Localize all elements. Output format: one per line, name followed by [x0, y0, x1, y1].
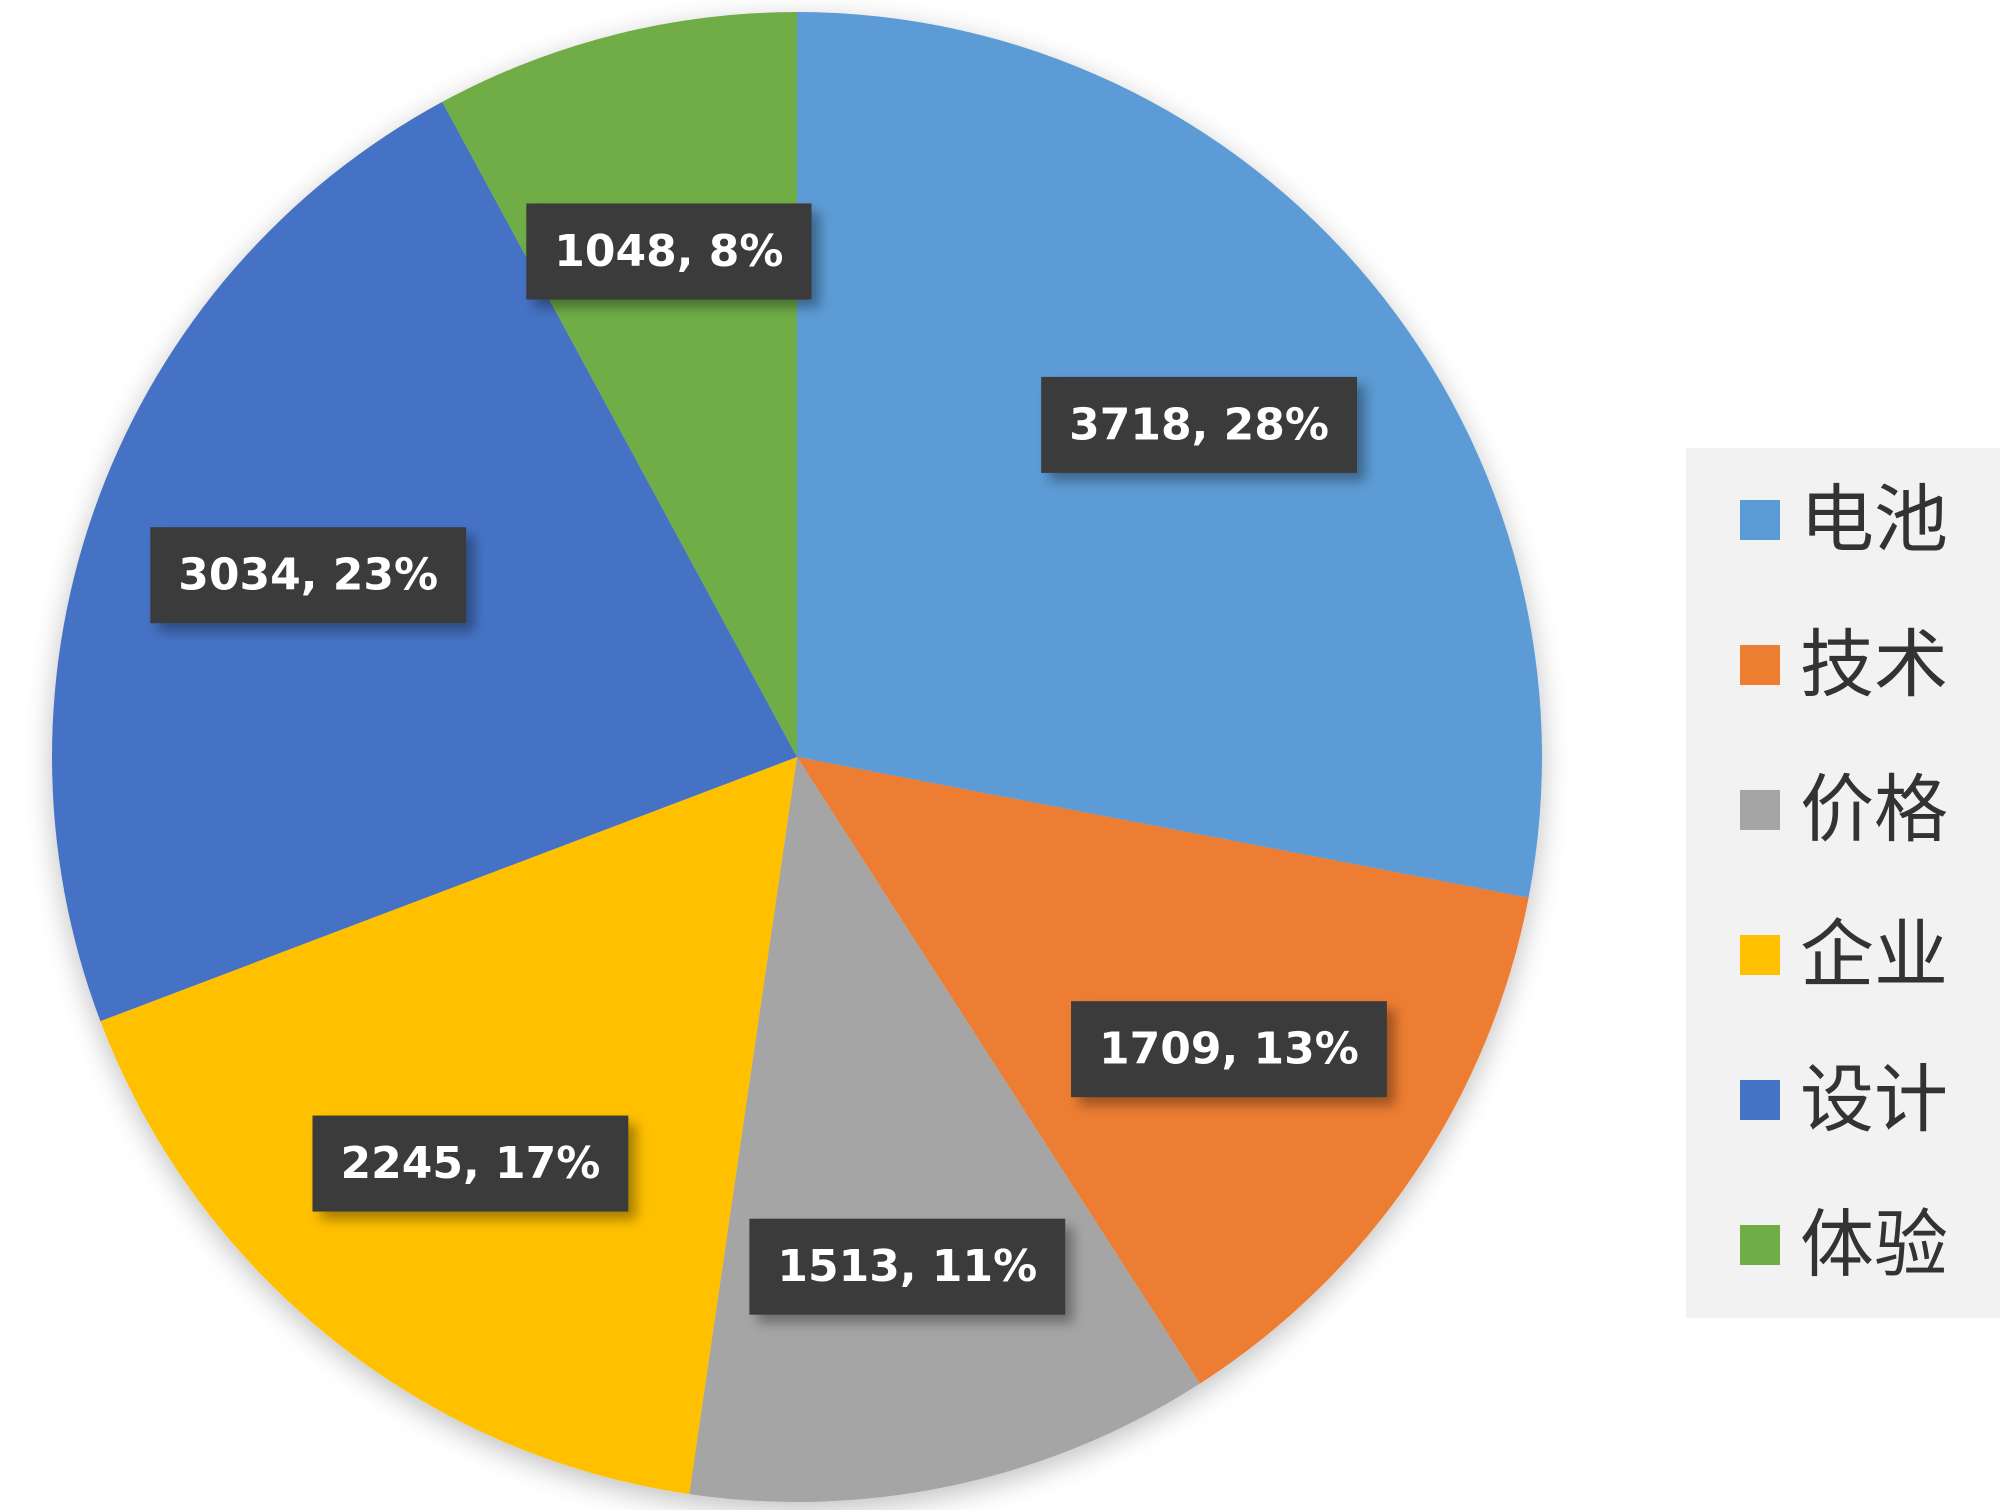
data-label-box: [312, 1115, 629, 1212]
data-label-box: [1041, 376, 1357, 473]
legend-item: 价格: [1740, 767, 1948, 853]
legend-label: 设计: [1800, 1057, 1948, 1143]
legend-item: 设计: [1740, 1057, 1948, 1143]
data-label-text: 3718, 28%: [1069, 399, 1329, 450]
data-label-text: 3034, 23%: [178, 550, 438, 601]
data-label-text: 1048, 8%: [554, 226, 783, 277]
legend-item: 体验: [1740, 1202, 1948, 1288]
legend-background: [1686, 448, 2000, 1318]
data-label: 2245, 17%: [312, 1115, 629, 1212]
legend-label: 价格: [1800, 767, 1948, 853]
legend-item: 企业: [1740, 912, 1948, 998]
data-label-box: [526, 203, 812, 300]
data-label-box: [150, 527, 467, 624]
legend-swatch: [1740, 790, 1780, 830]
legend-label: 电池: [1800, 477, 1948, 563]
data-label: 3718, 28%: [1041, 376, 1357, 473]
legend-swatch: [1740, 1225, 1780, 1265]
data-label: 1048, 8%: [526, 203, 812, 300]
data-label-box: [749, 1218, 1066, 1315]
legend-label: 技术: [1800, 622, 1948, 708]
data-label-text: 2245, 17%: [340, 1138, 600, 1189]
data-label: 1513, 11%: [749, 1218, 1066, 1315]
data-label-box: [1071, 1001, 1387, 1098]
data-label-text: 1513, 11%: [777, 1241, 1037, 1292]
data-label: 3034, 23%: [150, 527, 467, 624]
legend-label: 企业: [1800, 912, 1948, 998]
legend-item: 电池: [1740, 477, 1948, 563]
legend-swatch: [1740, 500, 1780, 540]
legend-item: 技术: [1740, 622, 1948, 708]
legend-label: 体验: [1800, 1202, 1948, 1288]
data-labels: 3718, 28% 1709, 13% 1513, 11% 2245, 17% 3034…: [150, 203, 1387, 1315]
pie-slice: [442, 12, 797, 757]
pie-slice: [689, 757, 1200, 1502]
data-label: 1709, 13%: [1071, 1001, 1387, 1098]
legend-swatch: [1740, 645, 1780, 685]
legend-swatch: [1740, 935, 1780, 975]
data-label-text: 1709, 13%: [1099, 1024, 1359, 1075]
legend-swatch: [1740, 1080, 1780, 1120]
